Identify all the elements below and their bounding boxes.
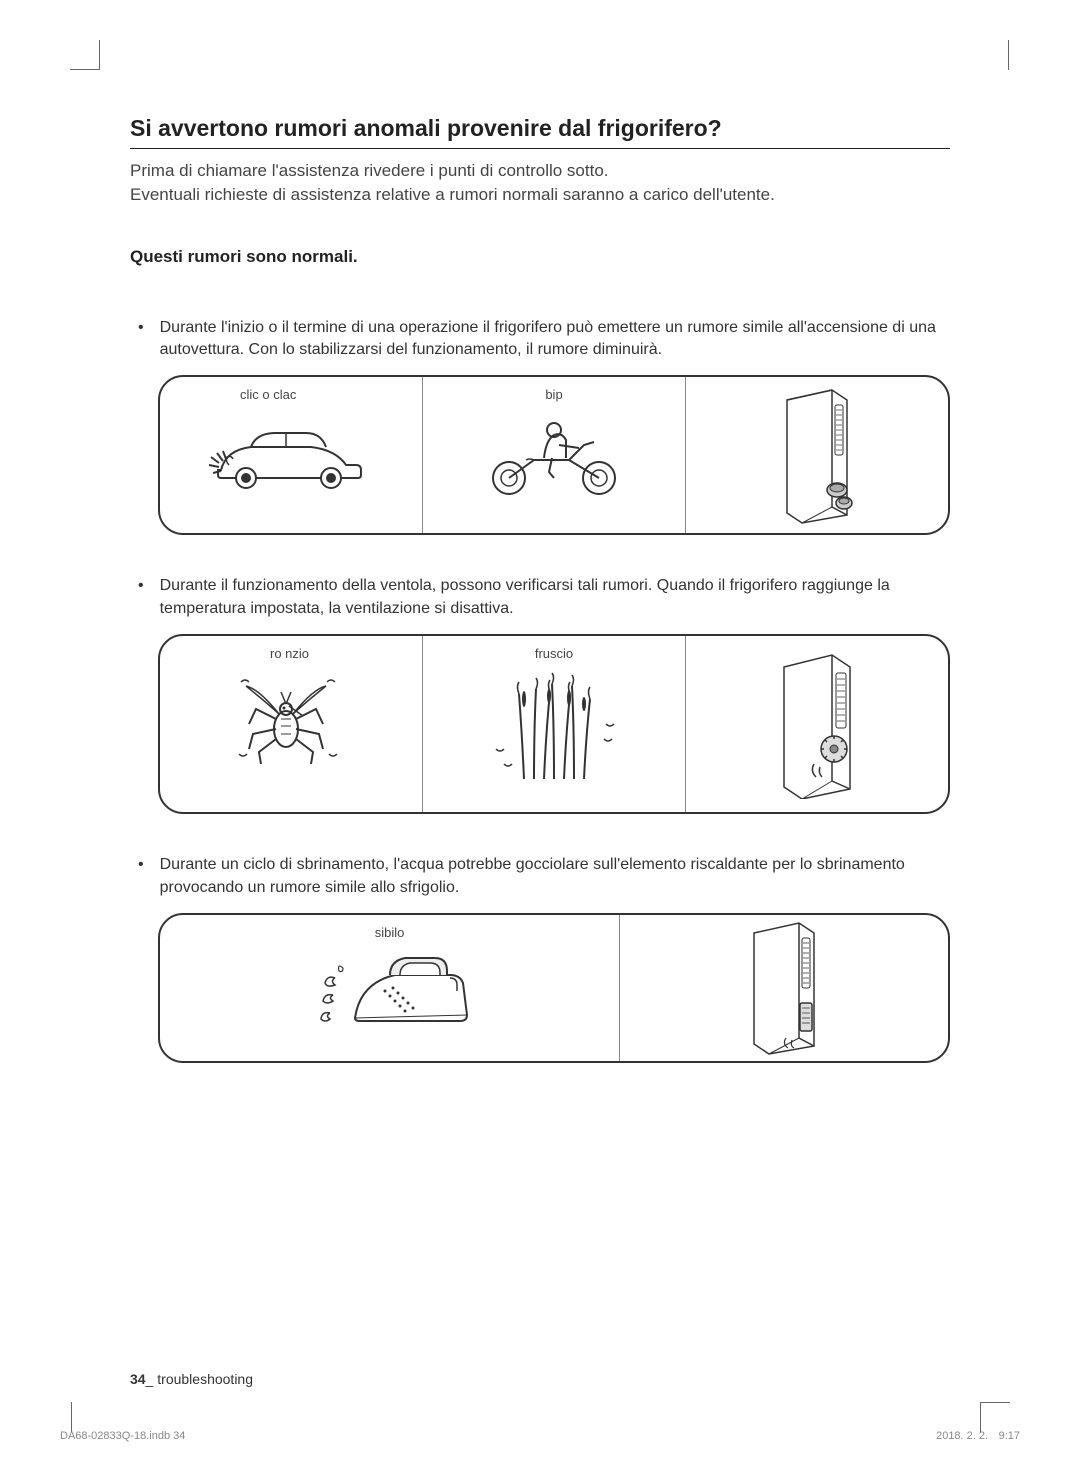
illustration-box-1: clic o clac bip [158, 375, 950, 535]
bullet-section-2: • Durante il funzionamento della ventola… [130, 575, 950, 814]
reeds-icon [474, 664, 634, 784]
illust-iron: sibilo [160, 915, 620, 1061]
bullet-content: Durante il funzionamento della ventola, … [160, 575, 950, 620]
motorcycle-icon [474, 410, 634, 500]
bullet-marker: • [138, 317, 144, 362]
crop-mark [70, 1402, 72, 1432]
crop-mark [1008, 40, 1010, 70]
print-info: DA68-02833Q-18.indb 34 2018. 2. 2. 9:17 [60, 1430, 1020, 1442]
illustration-box-3: sibilo [158, 913, 950, 1063]
bullet-marker: • [138, 575, 144, 620]
bullet-section-1: • Durante l'inizio o il termine di una o… [130, 317, 950, 536]
print-info-right: 2018. 2. 2. 9:17 [936, 1430, 1020, 1442]
illust-fridge-1 [686, 377, 948, 533]
page-number: 34 [130, 1371, 146, 1387]
page-footer: 34_ troubleshooting [130, 1371, 253, 1387]
illust-label: sibilo [375, 925, 405, 940]
fridge-icon [734, 918, 834, 1058]
crop-mark [980, 1402, 1010, 1432]
illust-label: clic o clac [240, 387, 296, 402]
bullet-text: • Durante l'inizio o il termine di una o… [130, 317, 950, 362]
bullet-text: • Durante il funzionamento della ventola… [130, 575, 950, 620]
footer-section: troubleshooting [153, 1371, 253, 1387]
intro-line-1: Prima di chiamare l'assistenza rivedere … [130, 161, 609, 180]
bullet-section-3: • Durante un ciclo di sbrinamento, l'acq… [130, 854, 950, 1063]
intro-text: Prima di chiamare l'assistenza rivedere … [130, 159, 950, 207]
crop-mark [70, 40, 100, 70]
illust-label: fruscio [535, 646, 573, 661]
fridge-icon [762, 649, 872, 799]
page-content: Si avvertono rumori anomali provenire da… [0, 0, 1080, 1163]
illust-fridge-2 [686, 636, 948, 812]
intro-line-2: Eventuali richieste di assistenza relati… [130, 185, 775, 204]
mosquito-icon [231, 664, 351, 784]
illustration-box-2: ro nzio [158, 634, 950, 814]
illust-label: bip [545, 387, 562, 402]
print-info-left: DA68-02833Q-18.indb 34 [60, 1430, 185, 1442]
illust-reeds: fruscio [423, 636, 686, 812]
main-heading: Si avvertono rumori anomali provenire da… [130, 115, 950, 149]
illust-fridge-3 [620, 915, 948, 1061]
bullet-content: Durante l'inizio o il termine di una ope… [160, 317, 950, 362]
illust-label: ro nzio [270, 646, 309, 661]
bullet-marker: • [138, 854, 144, 899]
iron-icon [295, 933, 485, 1043]
bullet-content: Durante un ciclo di sbrinamento, l'acqua… [160, 854, 950, 899]
sub-heading: Questi rumori sono normali. [130, 247, 950, 267]
car-icon [201, 415, 381, 495]
bullet-text: • Durante un ciclo di sbrinamento, l'acq… [130, 854, 950, 899]
illust-bug: ro nzio [160, 636, 423, 812]
illust-car: clic o clac [160, 377, 423, 533]
fridge-icon [767, 385, 867, 525]
illust-motorcycle: bip [423, 377, 686, 533]
